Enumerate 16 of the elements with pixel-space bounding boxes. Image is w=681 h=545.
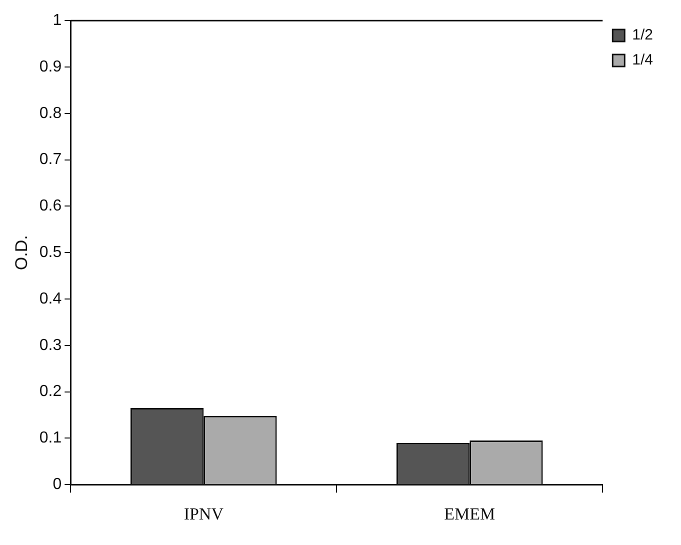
y-axis-title: O.D. — [12, 235, 31, 270]
y-tick-label: 0.6 — [39, 198, 62, 215]
x-tick-label: IPNV — [184, 504, 224, 524]
x-tick-label: EMEM — [444, 504, 496, 524]
legend-label: 1/4 — [632, 52, 654, 69]
y-tick-label: 0.9 — [39, 58, 62, 76]
y-tick-label: 0 — [52, 476, 62, 494]
y-tick-label: 0.3 — [39, 336, 62, 354]
legend-label: 1/2 — [632, 26, 654, 44]
y-tick-label: 0.7 — [39, 151, 62, 168]
y-tick-label: 0.1 — [39, 430, 62, 447]
y-tick-label: 0.5 — [39, 244, 62, 262]
y-tick-label: 0.4 — [39, 290, 62, 308]
y-tick-label: 0.2 — [39, 383, 62, 400]
y-tick-label: 1 — [52, 12, 62, 30]
y-tick-label: 0.8 — [39, 104, 62, 122]
